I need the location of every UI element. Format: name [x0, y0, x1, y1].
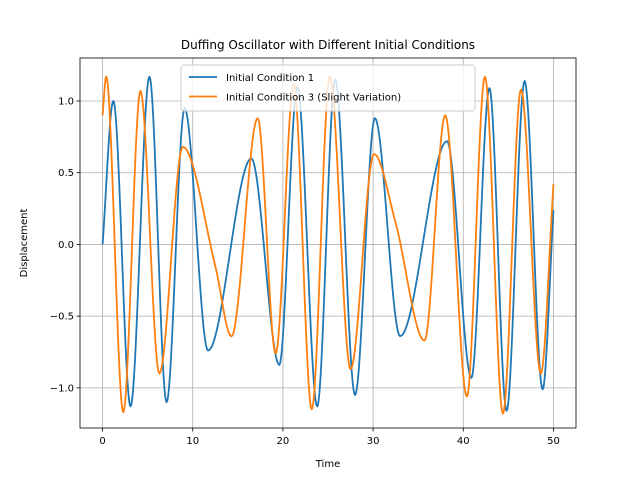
legend: Initial Condition 1 Initial Condition 3 (…: [180, 64, 476, 112]
x-tick-label: 50: [547, 436, 560, 447]
legend-label-2: Initial Condition 3 (Slight Variation): [226, 93, 401, 104]
chart-title: Duffing Oscillator with Different Initia…: [181, 38, 475, 52]
series-layer: [101, 75, 555, 415]
x-tick-label: 40: [457, 436, 470, 447]
legend-box: [180, 64, 476, 112]
x-tick-label: 0: [99, 436, 105, 447]
x-tick-label: 30: [367, 436, 380, 447]
y-tick-label: 1.0: [58, 97, 74, 108]
x-tick-label: 10: [186, 436, 199, 447]
x-tick-label: 20: [277, 436, 290, 447]
legend-label-1: Initial Condition 1: [226, 73, 314, 84]
plot-frame: [79, 57, 577, 429]
series-line-2: [101, 75, 555, 415]
y-axis-label: Displacement: [19, 209, 30, 278]
series-line-1: [101, 75, 555, 412]
y-tick-label: 0.0: [58, 240, 74, 251]
y-tick-label: −0.5: [50, 312, 74, 323]
y-tick-label: 0.5: [58, 168, 74, 179]
y-tick-label: −1.0: [50, 383, 74, 394]
x-axis-label: Time: [315, 459, 340, 470]
ticks: 0 10 20 30 40 50 −1.0 −0.5 0.0 0.5 1.0: [50, 97, 560, 447]
